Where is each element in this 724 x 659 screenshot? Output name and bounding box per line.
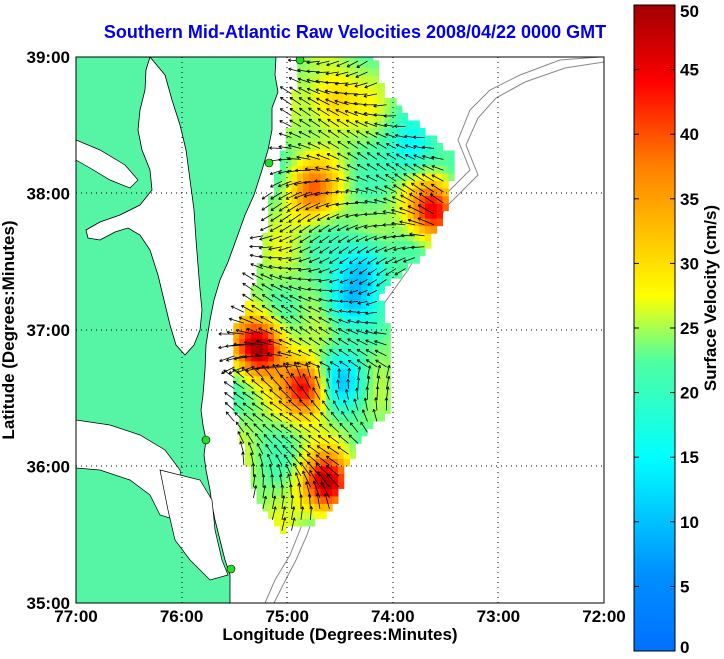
y-tick-label: 35:00 — [27, 594, 70, 613]
x-tick-label: 75:00 — [265, 607, 308, 626]
colorbar-tick-label: 35 — [680, 190, 699, 209]
x-tick-label: 73:00 — [477, 607, 520, 626]
y-tick-labels: 39:00 38:00 37:00 36:00 35:00 — [27, 48, 70, 613]
radar-site-marker — [295, 57, 305, 65]
radar-site-marker — [264, 158, 274, 168]
x-tick-label: 76:00 — [160, 607, 203, 626]
x-tick-label: 72:00 — [582, 607, 625, 626]
x-tick-label: 77:00 — [54, 607, 97, 626]
radar-site-marker — [226, 564, 236, 574]
colorbar-tick-label: 50 — [680, 2, 699, 21]
y-tick-label: 36:00 — [27, 458, 70, 477]
colorbar — [633, 4, 676, 652]
colorbar-tick-label: 40 — [680, 125, 699, 144]
map-grid — [76, 57, 604, 603]
colorbar-tick-label: 15 — [680, 448, 699, 467]
colorbar-tick-label: 10 — [680, 513, 699, 532]
y-tick-label: 39:00 — [27, 48, 70, 67]
colorbar-tick-label: 20 — [680, 384, 699, 403]
chesapeake-bay — [85, 57, 203, 356]
x-tick-labels: 77:00 76:00 75:00 74:00 73:00 72:00 — [54, 607, 625, 626]
plot-frame — [75, 56, 605, 604]
x-axis-title: Longitude (Degrees:Minutes) — [222, 625, 457, 644]
radar-site-marker — [201, 435, 211, 445]
colorbar-tick-label: 30 — [680, 254, 699, 273]
y-axis-title: Latitude (Degrees:Minutes) — [0, 220, 18, 439]
colorbar-tick-label: 0 — [680, 638, 689, 657]
bay-inlet — [76, 139, 139, 189]
colorbar-tick-label: 45 — [680, 61, 699, 80]
colorbar-title: Surface Velocity (cm/s) — [701, 205, 720, 391]
y-tick-label: 37:00 — [27, 321, 70, 340]
velocity-field — [233, 57, 455, 534]
albemarle-sound — [159, 469, 229, 581]
colorbar-tick-label: 5 — [680, 577, 689, 596]
map-title: Southern Mid-Atlantic Raw Velocities 200… — [103, 22, 607, 42]
x-tick-label: 74:00 — [371, 607, 414, 626]
velocity-vectors — [218, 58, 444, 531]
colorbar-tick-label: 25 — [680, 319, 699, 338]
y-tick-label: 38:00 — [27, 185, 70, 204]
